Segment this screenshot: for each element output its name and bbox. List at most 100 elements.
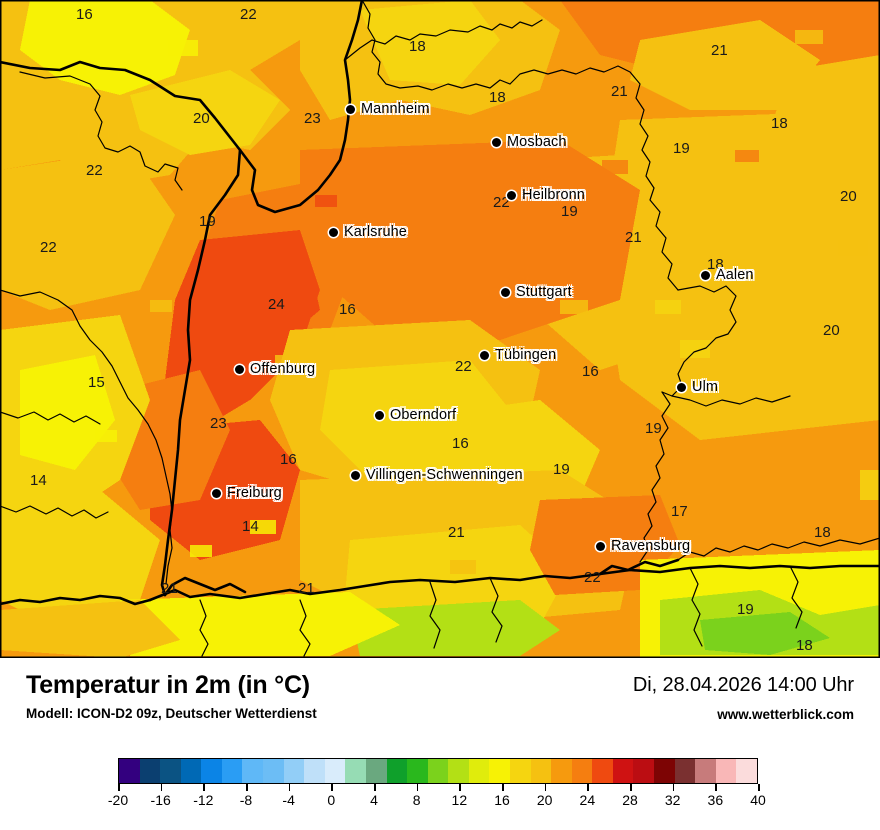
colorbar-tick-label: -12: [193, 792, 214, 808]
city-marker-oberndorf[interactable]: Oberndorf: [375, 407, 456, 423]
colorbar-tick: [587, 784, 589, 791]
colorbar-tick-label: 24: [579, 792, 596, 808]
colorbar-segment: [160, 759, 181, 783]
colorbar-tick-label: -20: [107, 792, 129, 808]
city-label: Ulm: [692, 379, 719, 395]
colorbar-segment: [654, 759, 675, 783]
colorbar-segment: [407, 759, 428, 783]
weather-map[interactable]: 16 22 18 21 18 23 21 20 19 18 22 22 19 20 19 21 22 18 24 16…: [0, 0, 880, 658]
colorbar-segment: [304, 759, 325, 783]
city-marker-villingen-schwenningen[interactable]: Villingen-Schwenningen: [351, 467, 523, 483]
colorbar-segment: [345, 759, 366, 783]
colorbar-segment: [386, 759, 408, 783]
legend-footer: Temperatur in 2m (in °C) Modell: ICON-D2…: [0, 658, 880, 830]
temperature-field: [0, 0, 880, 658]
colorbar-tick-label: 40: [750, 792, 766, 808]
colorbar-segment: [201, 759, 222, 783]
colorbar-gradient[interactable]: [118, 758, 758, 784]
city-marker-karlsruhe[interactable]: Karlsruhe: [329, 224, 407, 240]
colorbar-segment: [139, 759, 161, 783]
colorbar-segment: [633, 759, 655, 783]
city-label: Villingen-Schwenningen: [366, 467, 523, 483]
city-marker-ravensburg[interactable]: Ravensburg: [596, 538, 690, 554]
city-dot-icon: [480, 350, 489, 360]
colorbar-tick-label: 16: [494, 792, 510, 808]
forecast-datetime: Di, 28.04.2026 14:00 Uhr: [632, 674, 854, 696]
colorbar-segment: [612, 759, 634, 783]
colorbar-tick: [502, 784, 504, 791]
colorbar-tick: [544, 784, 547, 791]
colorbar-segment: [509, 759, 531, 783]
colorbar-segment: [448, 759, 469, 783]
colorbar-tick-label: 36: [707, 792, 724, 808]
city-dot-icon: [212, 488, 221, 498]
page-title: Temperatur in 2m (in °C): [26, 671, 310, 699]
colorbar-tick-label: -8: [239, 792, 253, 808]
colorbar-tick-label: 4: [370, 792, 378, 808]
colorbar-segment: [242, 759, 264, 783]
city-marker-t-bingen[interactable]: Tübingen: [480, 347, 556, 363]
colorbar-segment: [180, 759, 202, 783]
city-marker-freiburg[interactable]: Freiburg: [212, 485, 282, 501]
colorbar-tick-label: 12: [451, 792, 468, 808]
city-marker-heilbronn[interactable]: Heilbronn: [507, 187, 585, 203]
colorbar-tick: [160, 784, 163, 791]
colorbar-ticks: [118, 784, 760, 792]
colorbar-segment: [551, 759, 572, 783]
city-marker-stuttgart[interactable]: Stuttgart: [501, 284, 572, 300]
city-label: Freiburg: [227, 485, 282, 501]
city-label: Aalen: [716, 267, 754, 283]
model-subtitle: Modell: ICON-D2 09z, Deutscher Wetterdie…: [26, 705, 317, 721]
colorbar-tick: [459, 784, 461, 791]
site-url: www.wetterblick.com: [717, 707, 854, 722]
city-label: Oberndorf: [390, 407, 457, 423]
colorbar-tick: [118, 784, 120, 791]
colorbar-tick: [416, 784, 419, 791]
city-marker-offenburg[interactable]: Offenburg: [235, 361, 315, 377]
colorbar-segment: [674, 759, 696, 783]
colorbar-segment: [489, 759, 510, 783]
colorbar-segment: [736, 759, 757, 783]
colorbar-segment: [427, 759, 449, 783]
colorbar-tick-labels: -20 -16 -12 -8 -4 0 4 8 12 16 20 24 28 32 36 40: [108, 792, 766, 810]
city-label: Heilbronn: [522, 187, 585, 203]
city-label: Tübingen: [495, 347, 557, 363]
colorbar-tick-label: -16: [150, 792, 171, 808]
city-dot-icon: [329, 227, 338, 237]
city-marker-aalen[interactable]: Aalen: [701, 267, 754, 283]
colorbar-segment: [715, 759, 737, 783]
city-dot-icon: [501, 287, 510, 297]
city-dot-icon: [596, 541, 605, 551]
colorbar-tick-label: 28: [622, 792, 638, 808]
colorbar-segment: [695, 759, 716, 783]
colorbar-tick: [331, 784, 333, 791]
colorbar-segment: [530, 759, 552, 783]
city-label: Mosbach: [507, 134, 567, 150]
colorbar-tick: [758, 784, 760, 791]
colorbar-segment: [571, 759, 593, 783]
colorbar-segment: [324, 759, 346, 783]
colorbar-segment: [263, 759, 284, 783]
city-label: Ravensburg: [611, 538, 691, 554]
colorbar-tick-label: 20: [536, 792, 553, 808]
meta-block: Di, 28.04.2026 14:00 Uhr www.wetterblick…: [633, 674, 854, 722]
colorbar-tick: [374, 784, 376, 791]
title-block: Temperatur in 2m (in °C) Modell: ICON-D2…: [26, 671, 317, 721]
city-marker-ulm[interactable]: Ulm: [677, 379, 718, 395]
city-marker-mosbach[interactable]: Mosbach: [492, 134, 567, 150]
colorbar-tick: [715, 784, 717, 791]
city-label: Mannheim: [361, 101, 430, 117]
colorbar-tick: [672, 784, 675, 791]
city-dot-icon: [492, 137, 501, 147]
colorbar-tick-label: -4: [282, 792, 295, 808]
colorbar[interactable]: -20 -16 -12 -8 -4 0 4 8 12 16 20 24 28 32 36 40: [108, 758, 766, 810]
colorbar-tick: [203, 784, 205, 791]
city-dot-icon: [235, 364, 244, 374]
city-dot-icon: [351, 470, 360, 480]
city-marker-mannheim[interactable]: Mannheim: [346, 101, 430, 117]
colorbar-tick-label: 0: [327, 792, 336, 808]
city-label: Offenburg: [250, 361, 316, 377]
colorbar-segment: [468, 759, 490, 783]
city-dot-icon: [677, 382, 686, 392]
colorbar-segment: [592, 759, 613, 783]
